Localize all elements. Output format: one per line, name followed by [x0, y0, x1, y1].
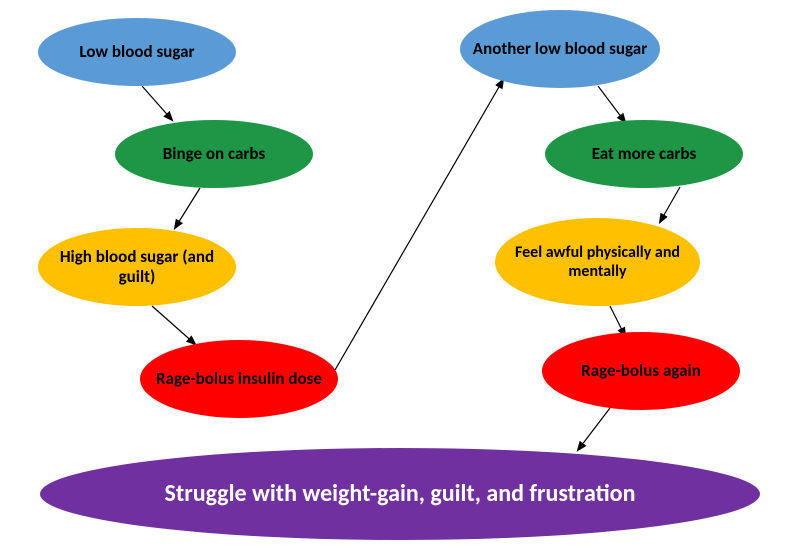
- edge-rage-bolus-to-another-low: [335, 80, 503, 370]
- node-feel-awful: Feel awful physically and mentally: [495, 218, 700, 306]
- node-label: Rage-bolus insulin dose: [156, 369, 322, 389]
- edge-binge-carbs-to-high-blood-sugar: [175, 188, 200, 228]
- node-label: Eat more carbs: [592, 144, 697, 164]
- node-label: Struggle with weight-gain, guilt, and fr…: [165, 480, 636, 509]
- edge-feel-awful-to-rage-bolus-again: [610, 306, 625, 336]
- node-label: Low blood sugar: [79, 42, 194, 62]
- node-label: Another low blood sugar: [473, 39, 647, 59]
- node-binge-carbs: Binge on carbs: [115, 120, 313, 188]
- edge-high-blood-sugar-to-rage-bolus: [152, 306, 195, 344]
- edge-eat-more-carbs-to-feel-awful: [660, 187, 680, 222]
- node-rage-bolus: Rage-bolus insulin dose: [140, 340, 338, 418]
- node-low-blood-sugar: Low blood sugar: [38, 18, 236, 86]
- node-label: High blood sugar (and guilt): [48, 247, 226, 288]
- node-eat-more-carbs: Eat more carbs: [545, 120, 743, 188]
- node-label: Feel awful physically and mentally: [505, 243, 690, 281]
- node-another-low: Another low blood sugar: [460, 10, 660, 88]
- node-struggle: Struggle with weight-gain, guilt, and fr…: [40, 448, 760, 540]
- edge-rage-bolus-again-to-struggle: [578, 408, 610, 450]
- node-label: Rage-bolus again: [581, 361, 701, 381]
- node-high-blood-sugar: High blood sugar (and guilt): [38, 228, 236, 306]
- edge-another-low-to-eat-more-carbs: [598, 86, 625, 122]
- node-rage-bolus-again: Rage-bolus again: [542, 332, 740, 410]
- edge-low-blood-sugar-to-binge-carbs: [142, 86, 172, 120]
- node-label: Binge on carbs: [163, 144, 265, 164]
